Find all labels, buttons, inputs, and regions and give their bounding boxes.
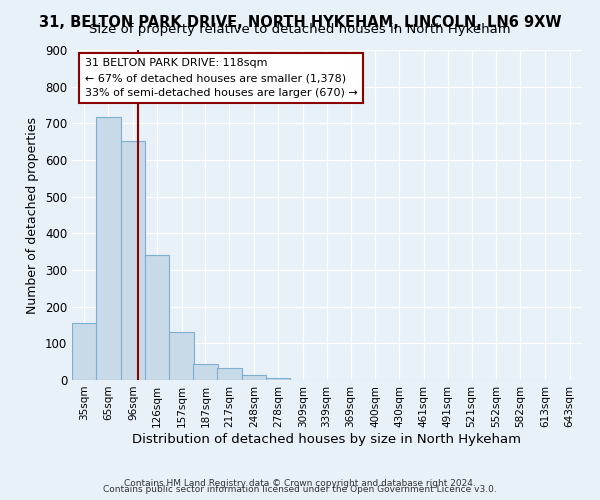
Text: Contains HM Land Registry data © Crown copyright and database right 2024.: Contains HM Land Registry data © Crown c… — [124, 478, 476, 488]
Text: Size of property relative to detached houses in North Hykeham: Size of property relative to detached ho… — [89, 22, 511, 36]
Text: Contains public sector information licensed under the Open Government Licence v3: Contains public sector information licen… — [103, 485, 497, 494]
Text: 31 BELTON PARK DRIVE: 118sqm
← 67% of detached houses are smaller (1,378)
33% of: 31 BELTON PARK DRIVE: 118sqm ← 67% of de… — [85, 58, 358, 98]
Bar — [72, 323, 97, 380]
Text: 31, BELTON PARK DRIVE, NORTH HYKEHAM, LINCOLN, LN6 9XW: 31, BELTON PARK DRIVE, NORTH HYKEHAM, LI… — [39, 15, 561, 30]
Bar — [266, 378, 290, 380]
Bar — [169, 332, 194, 380]
X-axis label: Distribution of detached houses by size in North Hykeham: Distribution of detached houses by size … — [133, 432, 521, 446]
Bar — [242, 375, 266, 380]
Bar — [145, 256, 169, 380]
Bar — [217, 368, 242, 380]
Y-axis label: Number of detached properties: Number of detached properties — [26, 116, 40, 314]
Bar — [121, 142, 145, 380]
Bar — [193, 364, 218, 380]
Bar — [96, 118, 121, 380]
